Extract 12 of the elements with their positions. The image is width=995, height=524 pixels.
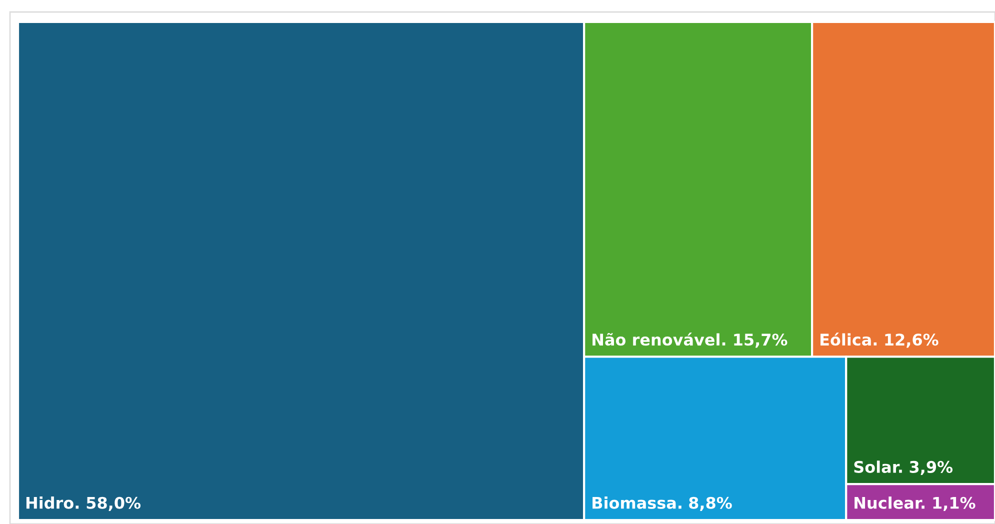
category-label: Não renovável. bbox=[592, 332, 726, 346]
category-label: Nuclear. bbox=[854, 496, 924, 509]
data-label: 8,8% bbox=[689, 496, 732, 511]
data-label: 1,1% bbox=[933, 496, 976, 511]
category-label: Biomassa. bbox=[592, 496, 682, 509]
category-label: Eólica. bbox=[820, 332, 877, 346]
category-label: Solar. bbox=[854, 460, 902, 473]
data-label: 3,9% bbox=[910, 460, 953, 476]
category-label: Hidro. bbox=[26, 496, 79, 509]
data-label: 15,7% bbox=[734, 334, 788, 348]
data-label: 58,0% bbox=[86, 496, 141, 511]
data-label: 12,6% bbox=[885, 334, 938, 348]
